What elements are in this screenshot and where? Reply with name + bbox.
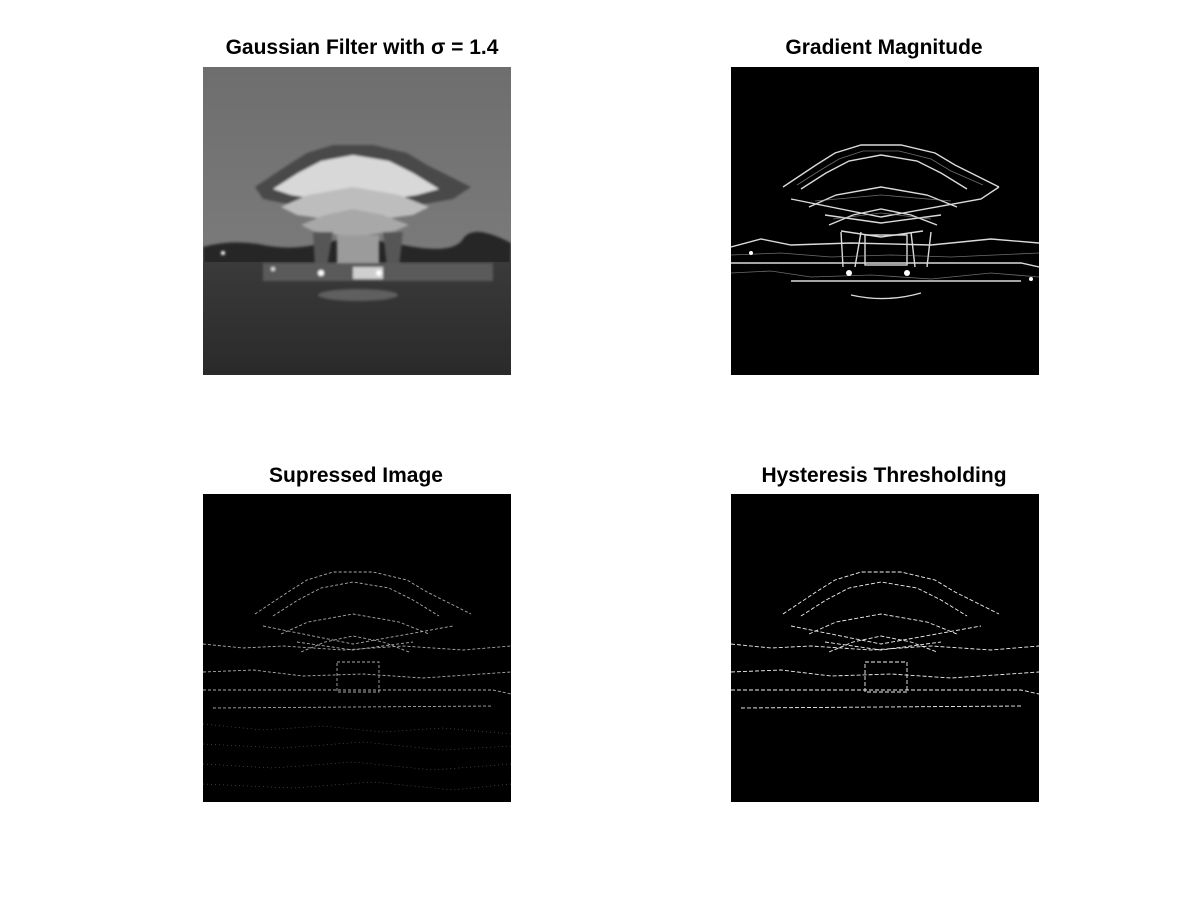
hysteresis-thresholding-image	[731, 494, 1039, 802]
panel-title-gradient: Gradient Magnitude	[785, 36, 983, 59]
panel-title-hysteresis: Hysteresis Thresholding	[761, 464, 1007, 487]
gaussian-filtered-image	[203, 67, 511, 375]
panel-title-suppressed: Supressed Image	[269, 464, 443, 487]
panel-title-gaussian: Gaussian Filter with σ = 1.4	[225, 36, 499, 59]
suppressed-image	[203, 494, 511, 802]
gradient-magnitude-image	[731, 67, 1039, 375]
